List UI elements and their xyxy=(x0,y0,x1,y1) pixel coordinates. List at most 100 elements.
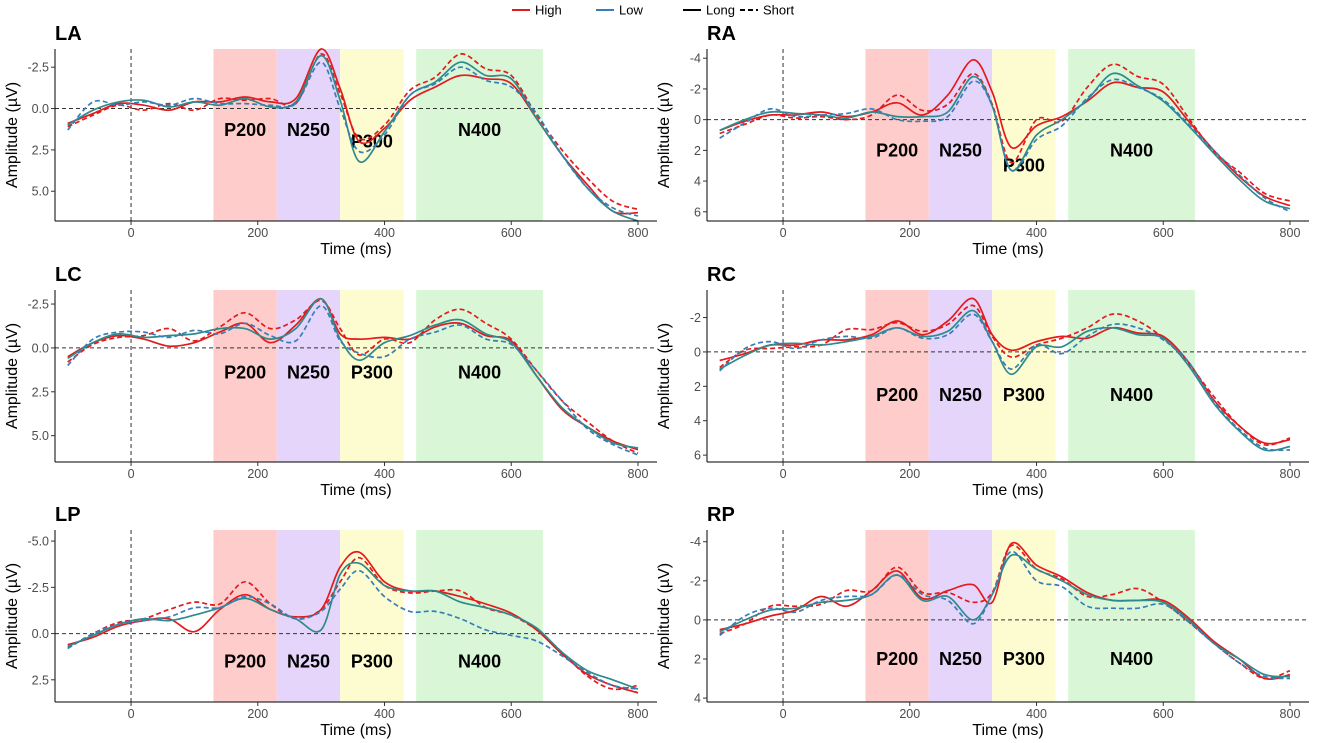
legend-label: Low xyxy=(619,3,643,18)
series-high-long xyxy=(719,58,1291,207)
window-label-n400: N400 xyxy=(1110,140,1153,160)
x-tick-label: 400 xyxy=(374,226,395,240)
window-label-n400: N400 xyxy=(1110,649,1153,669)
y-axis-title: Amplitude (µV) xyxy=(656,563,673,669)
legend-item-low: Low xyxy=(596,3,643,18)
x-tick-label: 400 xyxy=(1026,707,1047,721)
y-tick-label: 4 xyxy=(694,414,701,428)
x-tick-label: 0 xyxy=(780,707,787,721)
y-tick-label: 2.5 xyxy=(32,385,49,399)
window-label-n400: N400 xyxy=(1110,385,1153,405)
window-label-p300: P300 xyxy=(351,132,393,152)
x-tick-label: 800 xyxy=(628,707,649,721)
y-tick-label: 0.0 xyxy=(32,341,49,355)
series-low-short xyxy=(719,78,1291,213)
x-axis-title: Time (ms) xyxy=(972,722,1043,739)
x-tick-label: 200 xyxy=(899,226,920,240)
series-low-long xyxy=(67,561,639,690)
x-tick-label: 200 xyxy=(899,467,920,481)
series-low-short xyxy=(67,61,639,217)
x-tick-label: 200 xyxy=(247,707,268,721)
panel-title: LA xyxy=(55,23,82,45)
panel-la: LA P200 N250 P300 N400 -2.5 0.0 2.5 5.0 0 200 400 60… xyxy=(4,23,657,258)
y-tick-label: 0 xyxy=(694,345,701,359)
window-p200 xyxy=(213,530,277,702)
y-tick-label: 2 xyxy=(694,144,701,158)
window-label-p300: P300 xyxy=(1003,649,1045,669)
window-n400 xyxy=(416,290,543,462)
x-axis-title: Time (ms) xyxy=(972,241,1043,258)
window-n250 xyxy=(928,49,993,221)
legend-label: High xyxy=(535,3,562,18)
panel-rc: RC P200 N250 P300 N400 -2 0 2 4 6 0 200 400 600 800 Tim… xyxy=(656,264,1309,499)
window-label-n250: N250 xyxy=(939,140,982,160)
panel-title: RA xyxy=(707,23,736,45)
x-tick-label: 0 xyxy=(128,707,135,721)
window-n400 xyxy=(1068,49,1195,221)
y-axis-title: Amplitude (µV) xyxy=(4,323,21,429)
window-label-p200: P200 xyxy=(224,120,266,140)
legend-item-long: Long xyxy=(683,3,735,18)
window-label-n400: N400 xyxy=(458,362,501,382)
x-tick-label: 0 xyxy=(128,226,135,240)
series-high-short xyxy=(67,556,639,691)
x-axis-title: Time (ms) xyxy=(320,722,391,739)
x-tick-label: 800 xyxy=(1280,707,1301,721)
window-p300 xyxy=(992,290,1056,462)
x-tick-label: 400 xyxy=(1026,226,1047,240)
window-label-n400: N400 xyxy=(458,651,501,671)
y-tick-label: 5.0 xyxy=(32,429,49,443)
series-low-short xyxy=(67,304,639,456)
y-axis-title: Amplitude (µV) xyxy=(656,323,673,429)
window-label-p200: P200 xyxy=(876,649,918,669)
x-tick-label: 800 xyxy=(628,226,649,240)
y-axis-title: Amplitude (µV) xyxy=(4,563,21,669)
series-high-short xyxy=(67,53,639,211)
y-tick-label: 4 xyxy=(694,175,701,189)
series-high-short xyxy=(67,299,639,454)
x-tick-label: 200 xyxy=(899,707,920,721)
window-n400 xyxy=(1068,530,1195,702)
y-tick-label: -4 xyxy=(690,52,701,66)
series-high-long xyxy=(67,550,639,694)
window-n250 xyxy=(928,530,993,702)
x-tick-label: 200 xyxy=(247,226,268,240)
y-tick-label: 6 xyxy=(694,205,701,219)
window-p200 xyxy=(213,49,277,221)
series-low-short xyxy=(719,313,1291,452)
window-p300 xyxy=(340,530,404,702)
window-label-p300: P300 xyxy=(351,362,393,382)
x-tick-label: 0 xyxy=(128,467,135,481)
legend-label: Short xyxy=(763,3,794,18)
window-n400 xyxy=(416,530,543,702)
y-tick-label: -2.5 xyxy=(27,61,49,75)
window-label-n250: N250 xyxy=(287,120,330,140)
y-tick-label: -2 xyxy=(690,574,701,588)
window-label-n250: N250 xyxy=(287,651,330,671)
x-tick-label: 400 xyxy=(374,707,395,721)
panel-title: LC xyxy=(55,264,82,286)
window-label-n250: N250 xyxy=(939,649,982,669)
x-tick-label: 0 xyxy=(780,226,787,240)
window-p200 xyxy=(865,49,929,221)
y-tick-label: 2.5 xyxy=(32,673,49,687)
y-tick-label: 0 xyxy=(694,113,701,127)
panel-lc: LC P200 N250 P300 N400 -2.5 0.0 2.5 5.0 0 200 400 60… xyxy=(4,264,657,499)
series-low-long xyxy=(719,553,1291,678)
x-axis-title: Time (ms) xyxy=(320,482,391,499)
panel-title: LP xyxy=(55,504,81,526)
y-tick-label: -2.5 xyxy=(27,298,49,312)
window-p300 xyxy=(992,49,1056,221)
window-p300 xyxy=(992,530,1056,702)
y-tick-label: 2 xyxy=(694,653,701,667)
y-tick-label: -5.0 xyxy=(27,535,49,549)
y-tick-label: 5.0 xyxy=(32,185,49,199)
x-tick-label: 800 xyxy=(1280,226,1301,240)
x-axis-title: Time (ms) xyxy=(320,241,391,258)
window-p300 xyxy=(340,290,404,462)
window-label-n400: N400 xyxy=(458,120,501,140)
y-axis-title: Amplitude (µV) xyxy=(656,82,673,188)
y-tick-label: 4 xyxy=(694,692,701,706)
